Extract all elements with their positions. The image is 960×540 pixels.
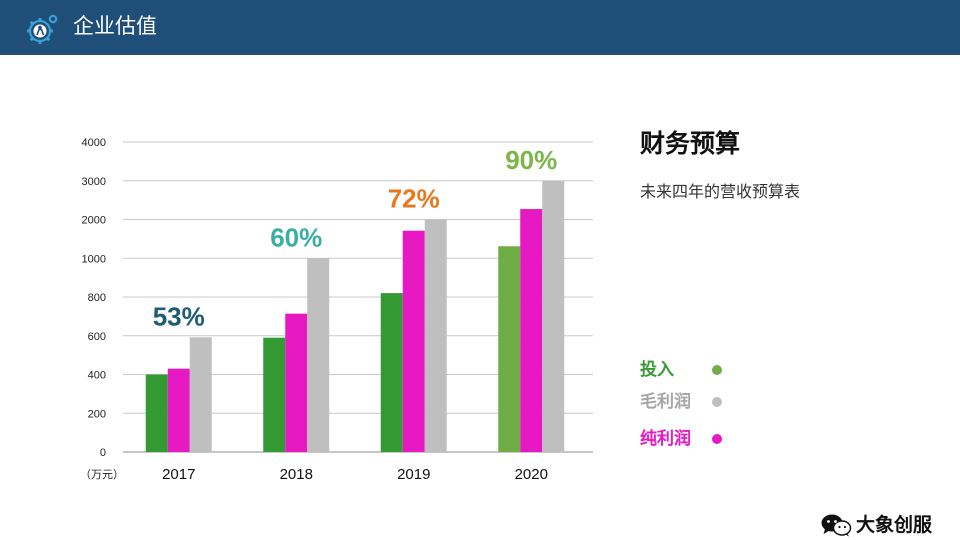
bar-gross-profit [424, 219, 447, 452]
y-tick-label: 400 [88, 370, 106, 382]
bar-net-profit [402, 230, 425, 452]
y-tick-label: 600 [88, 331, 106, 343]
y-tick-label: 200 [88, 408, 106, 420]
legend-item-investment: 投入 [640, 358, 740, 382]
bar-net-profit [285, 313, 308, 452]
x-tick-label: 2020 [515, 466, 548, 483]
chart-bars [145, 180, 565, 452]
percent-label: 72% [388, 184, 440, 214]
gear-person-icon [27, 14, 58, 44]
section-subtitle: 未来四年的营收预算表 [640, 182, 801, 201]
header-bar: 企业估值 [0, 0, 960, 55]
brand-name: 大象创服 [856, 514, 933, 536]
bar-investment [263, 337, 286, 452]
chart-ticks: 0 200 400 600 800 1000 2000 3000 4000 （万元） 2017 201… [80, 137, 548, 483]
bar-investment [498, 246, 521, 452]
bar-net-profit [167, 368, 190, 452]
bar-gross-profit [542, 180, 565, 452]
y-tick-label: 1000 [82, 253, 106, 265]
bar-investment [380, 293, 403, 452]
y-tick-label: 0 [100, 447, 106, 459]
y-unit-label: （万元） [80, 468, 124, 481]
page-title: 企业估值 [73, 14, 157, 38]
legend-dot [712, 397, 722, 407]
bar-gross-profit [307, 258, 330, 452]
legend-dot [712, 365, 722, 375]
legend-item-gross-profit: 毛利润 [640, 390, 740, 414]
bar-net-profit [520, 209, 543, 452]
x-tick-label: 2017 [162, 466, 195, 483]
legend-dot [712, 434, 722, 444]
legend-item-net-profit: 纯利润 [640, 427, 740, 451]
legend-label: 毛利润 [640, 392, 691, 412]
percent-label: 53% [153, 301, 205, 331]
y-tick-label: 2000 [82, 215, 106, 227]
x-tick-label: 2018 [280, 466, 313, 483]
chart-annotations: 53% 60% 72% 90% [153, 145, 558, 332]
bar-investment [145, 374, 168, 452]
y-tick-label: 4000 [82, 137, 106, 149]
percent-label: 60% [270, 222, 322, 252]
bar-gross-profit [189, 337, 212, 452]
x-tick-label: 2019 [397, 466, 430, 483]
legend-label: 纯利润 [640, 429, 691, 449]
section-title: 财务预算 [640, 129, 741, 158]
y-tick-label: 3000 [82, 176, 106, 188]
y-tick-label: 800 [88, 292, 106, 304]
legend-label: 投入 [640, 360, 674, 380]
wechat-icon [821, 514, 852, 537]
percent-label: 90% [505, 145, 557, 175]
